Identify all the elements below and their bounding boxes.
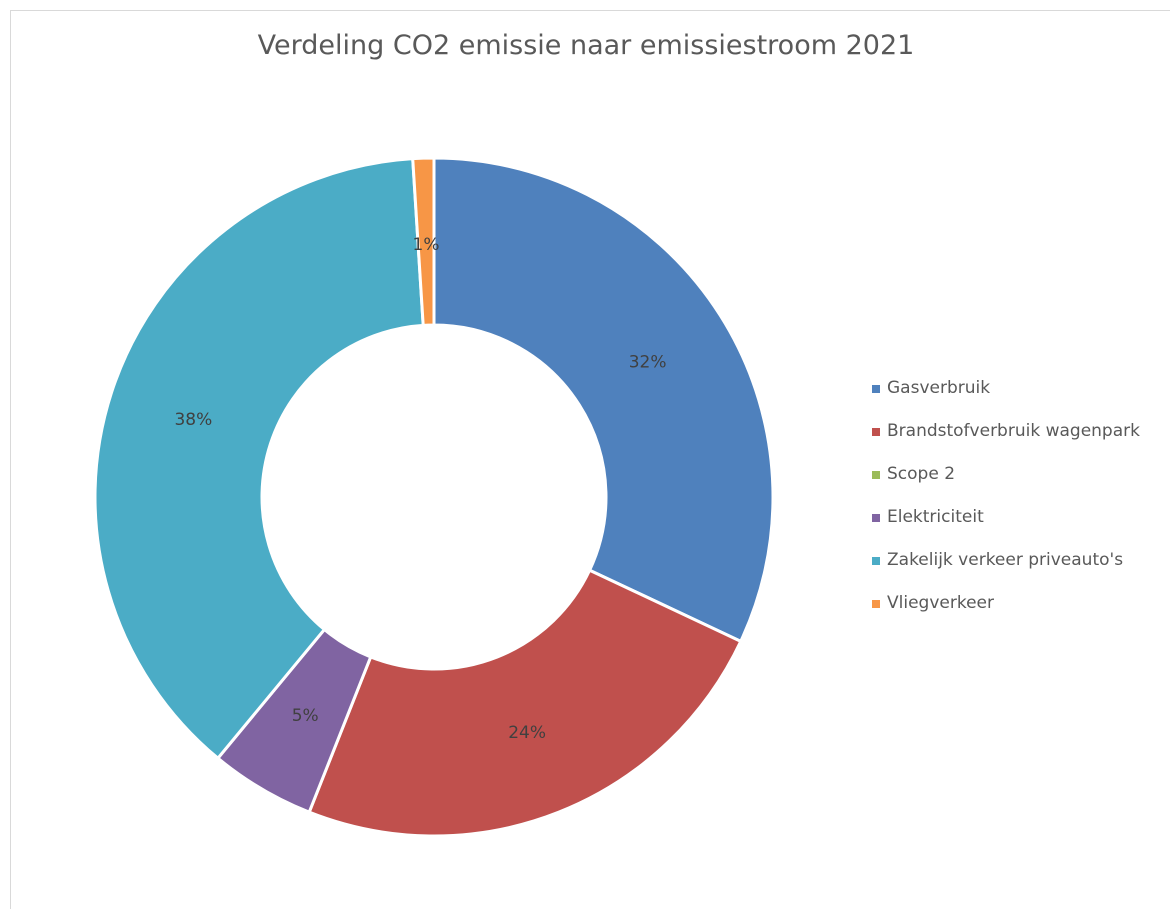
legend-swatch [872,428,880,436]
slice-gasverbruik [432,156,775,644]
slice-brandstofverbruik-wagenpark [307,568,743,838]
data-label: 5% [292,706,319,726]
legend-item: Brandstofverbruik wagenpark [872,421,1140,464]
slice-zakelijk-verkeer-priveauto-s [93,157,425,761]
data-label: 38% [174,410,212,430]
legend-label: Scope 2 [887,464,956,484]
legend-label: Zakelijk verkeer priveauto's [887,550,1124,570]
data-label: 1% [413,235,440,255]
legend-swatch [872,385,880,393]
legend-swatch [872,557,880,565]
legend-label: Vliegverkeer [887,593,994,613]
legend-item: Gasverbruik [872,378,1140,421]
chart-legend: Gasverbruik Brandstofverbruik wagenpark Sc… [872,378,1140,636]
legend-label: Elektriciteit [887,507,984,527]
legend-item: Vliegverkeer [872,593,1140,636]
chart-title: Verdeling CO2 emissie naar emissiestroom… [257,30,915,61]
data-label: 24% [508,723,546,743]
data-label: 32% [629,352,667,372]
legend-label: Gasverbruik [887,378,991,398]
legend-swatch [872,471,880,479]
legend-item: Elektriciteit [872,507,1140,550]
slice-vliegverkeer [411,156,436,327]
legend-label: Brandstofverbruik wagenpark [887,421,1140,441]
legend-item: Scope 2 [872,464,1140,507]
legend-swatch [872,600,880,608]
legend-swatch [872,514,880,522]
legend-item: Zakelijk verkeer priveauto's [872,550,1140,593]
